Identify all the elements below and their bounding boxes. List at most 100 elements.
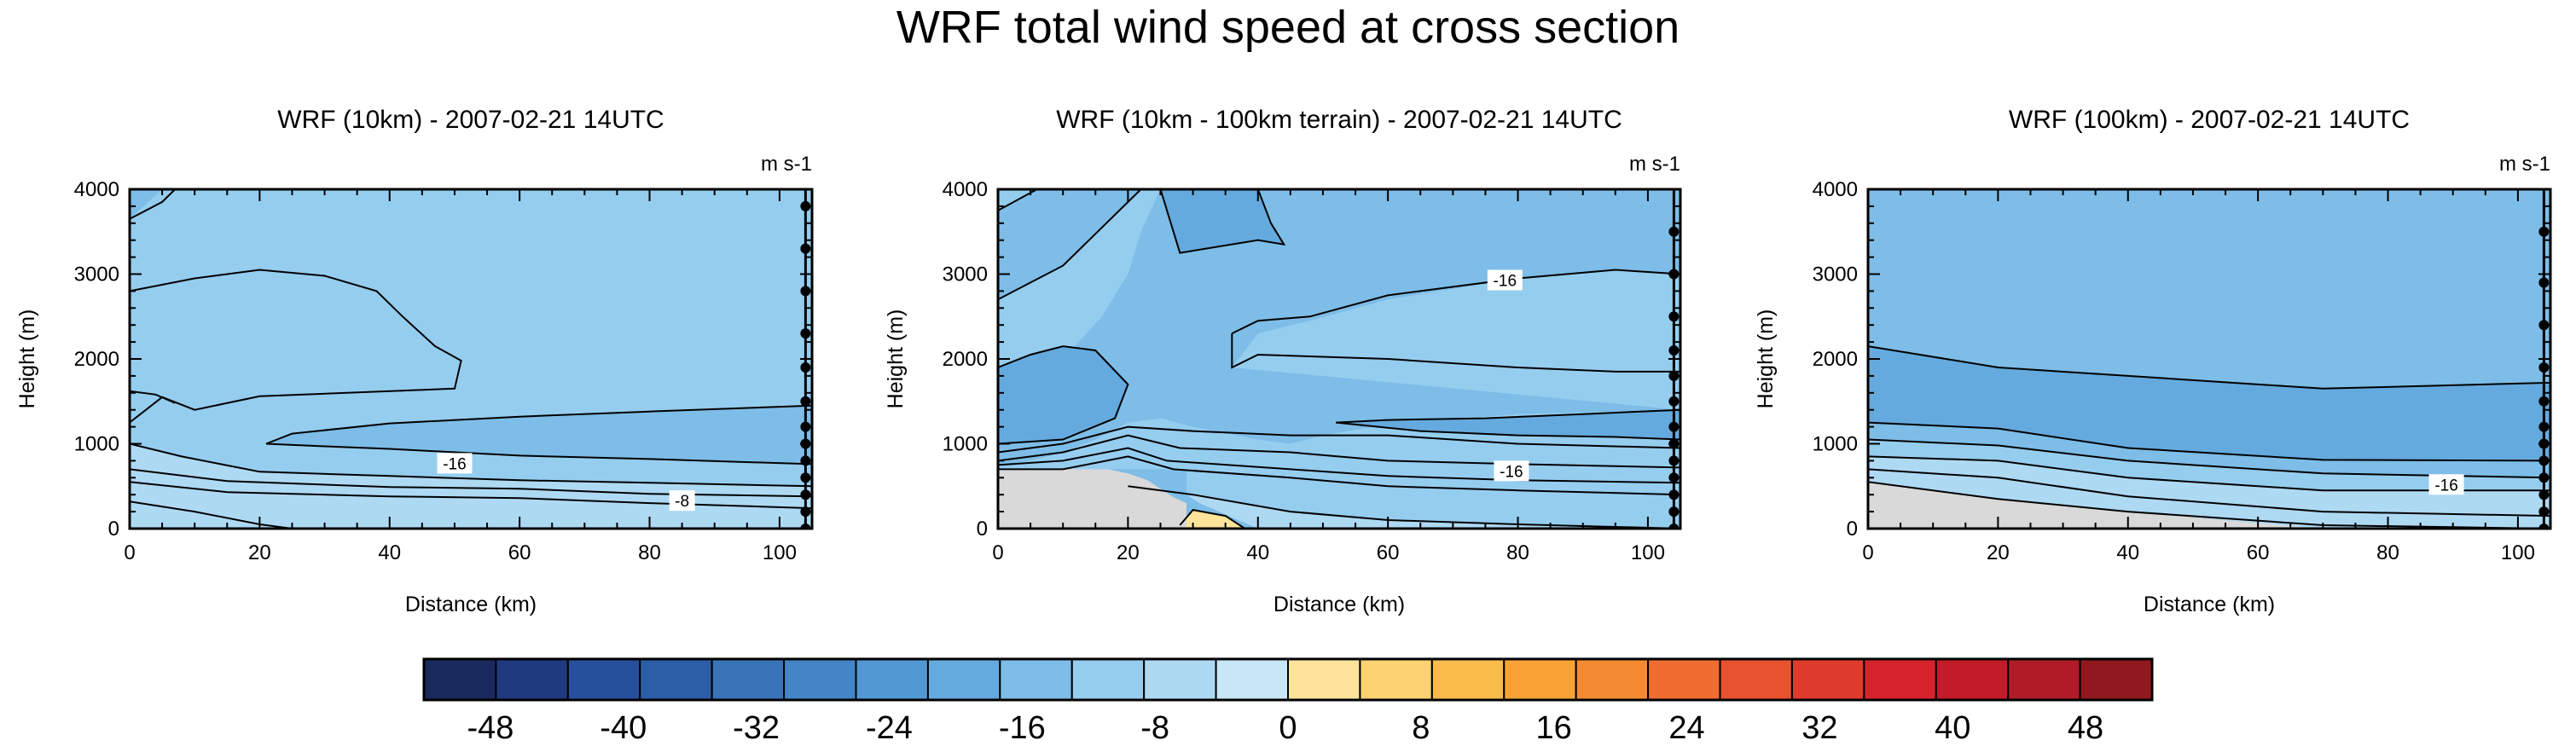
y-axis-label: Height (m) — [1754, 309, 1778, 409]
x-tick-label: 20 — [1117, 541, 1140, 564]
y-tick-label: 2000 — [74, 348, 119, 371]
colorbar-swatch — [495, 658, 569, 701]
station-marker — [2538, 455, 2550, 466]
y-tick-label: 4000 — [74, 178, 119, 201]
colorbar-swatch — [1287, 658, 1361, 701]
station-marker — [2538, 472, 2550, 483]
station-marker — [2538, 396, 2550, 407]
contour-line — [1868, 481, 2550, 529]
station-marker — [1668, 489, 1680, 500]
y-tick-label: 3000 — [1813, 263, 1858, 286]
contour-line — [265, 442, 812, 466]
station-marker — [1668, 396, 1680, 407]
station-marker — [1668, 421, 1680, 432]
contour-label: -16 — [1494, 272, 1517, 290]
contour-label-box — [669, 490, 695, 512]
contour-line — [130, 390, 176, 404]
x-tick-label: 60 — [1377, 541, 1400, 564]
colorbar-label: 8 — [1412, 710, 1430, 746]
y-tick-label: 1000 — [943, 433, 988, 456]
contour-line — [1868, 438, 2550, 479]
contour-label-box — [1494, 460, 1529, 482]
contour-fill — [1128, 486, 1680, 529]
y-tick-label: 2000 — [943, 348, 988, 371]
station-marker — [800, 472, 811, 483]
colorbar-label: 16 — [1536, 710, 1572, 746]
station-marker — [800, 200, 811, 211]
y-axis-label: Height (m) — [15, 309, 39, 409]
contour-line — [1336, 421, 1680, 441]
station-marker — [2538, 277, 2550, 288]
x-tick-label: 80 — [2376, 541, 2399, 564]
contour-line — [1868, 468, 2550, 518]
units-label: m s-1 — [2499, 153, 2550, 176]
contour-line — [998, 425, 1680, 454]
panel-title: WRF (100km) - 2007-02-21 14UTC — [2009, 106, 2410, 134]
colorbar-label: -40 — [600, 710, 647, 746]
station-marker — [800, 455, 811, 466]
contour-fill — [998, 346, 1128, 444]
x-tick-label: 60 — [2247, 541, 2270, 564]
y-tick-label: 2000 — [1813, 348, 1858, 371]
y-axis-label: Height (m) — [884, 309, 908, 409]
contour-fill — [1180, 510, 1245, 529]
x-axis-label: Distance (km) — [405, 593, 537, 616]
contour-line — [1231, 269, 1680, 334]
contour-label-box — [1487, 269, 1523, 291]
contour-line — [1868, 345, 2550, 390]
colorbar-label: 32 — [1801, 710, 1837, 746]
contour-line — [130, 442, 812, 488]
colorbar-swatch — [2007, 658, 2081, 701]
contour-label: -16 — [2434, 477, 2457, 494]
y-tick-label: 4000 — [1813, 178, 1858, 201]
contour-line — [1159, 189, 1286, 254]
y-tick-label: 3000 — [74, 263, 119, 286]
x-tick-label: 0 — [1862, 541, 1873, 564]
x-tick-label: 100 — [2501, 541, 2535, 564]
colorbar-swatch — [1143, 658, 1217, 701]
contour-line — [998, 345, 1129, 445]
station-marker — [1668, 345, 1680, 356]
contour-label: -8 — [675, 493, 689, 511]
colorbar-swatch — [566, 658, 641, 701]
colorbar-label: 48 — [2068, 710, 2103, 746]
x-tick-label: 40 — [378, 541, 401, 564]
contour-line — [998, 189, 1142, 301]
station-marker — [2538, 421, 2550, 432]
colorbar-label: 24 — [1668, 710, 1704, 746]
x-tick-label: 40 — [1246, 541, 1269, 564]
y-tick-label: 0 — [977, 518, 988, 541]
station-marker — [800, 361, 811, 373]
station-marker — [1668, 311, 1680, 322]
y-tick-label: 0 — [1847, 518, 1858, 541]
station-marker — [800, 421, 811, 432]
colorbar-swatch — [2079, 658, 2153, 701]
colorbar-frame — [422, 657, 2154, 702]
colorbar-swatch — [1430, 658, 1506, 701]
station-marker — [1668, 506, 1680, 518]
contour-fill — [1868, 439, 2550, 491]
colorbar-swatch — [423, 658, 497, 701]
station-marker — [800, 489, 811, 500]
colorbar-swatch — [855, 658, 929, 701]
colorbar-swatch — [639, 658, 713, 701]
station-marker — [800, 396, 811, 407]
colorbar-swatch — [1863, 658, 1937, 701]
colorbar-swatch — [1359, 658, 1433, 701]
colorbar-label: 0 — [1279, 710, 1297, 746]
x-tick-label: 40 — [2116, 541, 2139, 564]
contour-fill — [1868, 346, 2550, 461]
contour-fill — [1336, 409, 1680, 440]
colorbar-swatch — [999, 658, 1073, 701]
contour-line — [998, 455, 1680, 496]
station-marker — [2538, 489, 2550, 500]
x-tick-label: 20 — [248, 541, 271, 564]
colorbar-label: -24 — [866, 710, 913, 746]
contour-line — [130, 269, 462, 424]
colorbar: -48 -40 -32 -24 -16 -8 0 8 16 24 32 40 48 — [422, 657, 2154, 746]
contour-label: -16 — [1500, 463, 1523, 481]
x-tick-label: 60 — [508, 541, 531, 564]
